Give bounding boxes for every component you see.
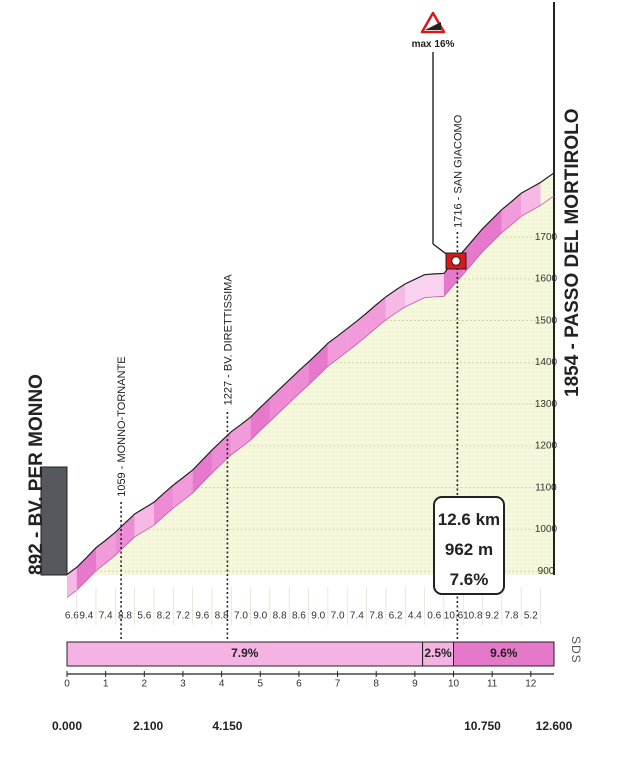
profile-segment (67, 567, 77, 598)
average-gradient-label: 9.6% (490, 646, 518, 660)
distance-tick-label: 9 (412, 679, 418, 690)
elevation-tick-label: 1500 (535, 315, 558, 326)
segment-gradient-label: 9.6 (195, 611, 209, 622)
segment-gradient-label: 5.2 (524, 611, 538, 622)
segment-gradient-label: 9.0 (253, 611, 267, 622)
segment-gradient-label: 8.6 (292, 611, 306, 622)
profile-segment (95, 532, 116, 571)
segment-gradient-label: 9.0 (311, 611, 325, 622)
segment-gradient-label: 7.4 (350, 611, 364, 622)
profile-segment (153, 485, 174, 526)
elevation-tick-label: 1400 (535, 357, 558, 368)
segment-gradient-label: 7.8 (505, 611, 519, 622)
elevation-tick-label: 1300 (535, 399, 558, 410)
profile-segment (385, 283, 406, 320)
start-label: 892 - BV. PER MONNO (26, 374, 47, 575)
segment-gradient-label: 7.2 (176, 611, 190, 622)
segment-gradient-label: 0.6 (427, 611, 441, 622)
segment-gradient-label: 5.6 (137, 611, 151, 622)
km-marker-label: 0.000 (52, 719, 82, 733)
km-marker-label: 12.600 (536, 719, 573, 733)
segment-gradient-label: 7.8 (369, 611, 383, 622)
profile-segment (115, 513, 135, 556)
profile-inner-edge (66, 195, 555, 598)
average-gradient-label: 7.9% (231, 646, 259, 660)
profile-segment (501, 193, 522, 233)
profile-segment (482, 209, 502, 252)
profile-segment (405, 274, 425, 307)
profile-segment (192, 450, 212, 494)
poi-label: 1716 - SAN GIACOMO (452, 114, 464, 228)
watermark-text: SDS (569, 636, 583, 664)
summary-distance: 12.6 km (438, 510, 500, 529)
segment-gradient-label: 9.4 (79, 611, 93, 622)
summary-gain: 962 m (445, 540, 493, 559)
km-marker-label: 4.150 (212, 719, 242, 733)
profile-segment (424, 273, 444, 298)
profile-segment (327, 328, 348, 367)
profile-segment (289, 361, 309, 403)
elevation-tick-label: 1200 (535, 441, 558, 452)
segment-gradient-label: 10.8 (463, 611, 483, 622)
distance-tick-label: 0 (64, 679, 70, 690)
segment-gradient-label: 7.0 (234, 611, 248, 622)
segment-gradient-label: 8.2 (157, 611, 171, 622)
profile-segment (269, 379, 290, 422)
end-label: 1854 - PASSO DEL MORTIROLO (562, 108, 583, 397)
distance-tick-label: 3 (180, 679, 186, 690)
distance-tick-label: 4 (219, 679, 225, 690)
distance-tick-label: 8 (373, 679, 379, 690)
segment-gradient-label: 9.2 (485, 611, 499, 622)
distance-tick-label: 10 (448, 679, 460, 690)
summary-box: 12.6 km 962 m 7.6% (433, 496, 505, 595)
elevation-tick-label: 1000 (535, 524, 558, 535)
profile-segment (308, 343, 328, 385)
segment-gradient-label: 4.4 (408, 611, 422, 622)
profile-segment (231, 417, 251, 455)
profile-segment (347, 313, 367, 352)
segment-gradient-label: 8.8 (118, 611, 132, 622)
segment-gradient-label: 7.0 (331, 611, 345, 622)
segment-gradient-label: 6.2 (389, 611, 403, 622)
max-gradient-marker: max 16% (412, 11, 467, 270)
distance-tick-label: 1 (103, 679, 109, 690)
distance-tick-label: 5 (257, 679, 263, 690)
elevation-tick-label: 1600 (535, 274, 558, 285)
segment-gradient-label: 10.6 (444, 611, 464, 622)
poi-label: 1227 - BV. DIRETTISSIMA (222, 274, 234, 406)
poi-label: 1059 - MONNO-TORNANTE (116, 356, 128, 496)
profile-segment (366, 296, 386, 337)
segment-gradient-label: 7.4 (99, 611, 113, 622)
km-marker-label: 10.750 (464, 719, 501, 733)
segment-gradient-label: 6.6 (65, 611, 79, 622)
start-block (40, 466, 68, 576)
profile-segment (173, 470, 193, 509)
km-marker-label: 2.100 (133, 719, 163, 733)
elevation-tick-label: 900 (538, 566, 555, 577)
summary-average: 7.6% (450, 570, 489, 589)
profile-segment (76, 547, 96, 591)
segment-gradient-label: 8.8 (273, 611, 287, 622)
profile-segment (134, 502, 154, 537)
warning-slope-icon (425, 22, 441, 30)
distance-tick-label: 12 (525, 679, 537, 690)
distance-tick-label: 2 (142, 679, 148, 690)
profile-segment (463, 228, 483, 275)
distance-tick-label: 6 (296, 679, 302, 690)
profile-segment (250, 398, 270, 441)
profile-outline (66, 172, 555, 575)
max-gradient-label: max 16% (412, 39, 455, 50)
average-gradient-band (453, 641, 555, 667)
distance-tick-label: 7 (335, 679, 341, 690)
elevation-tick-label: 1100 (535, 482, 557, 493)
profile-segment (211, 431, 232, 474)
distance-tick-label: 11 (487, 679, 498, 690)
segment-gradient-label: 8.8 (215, 611, 229, 622)
average-gradient-label: 2.5% (424, 646, 452, 660)
elevation-tick-label: 1700 (535, 232, 558, 243)
